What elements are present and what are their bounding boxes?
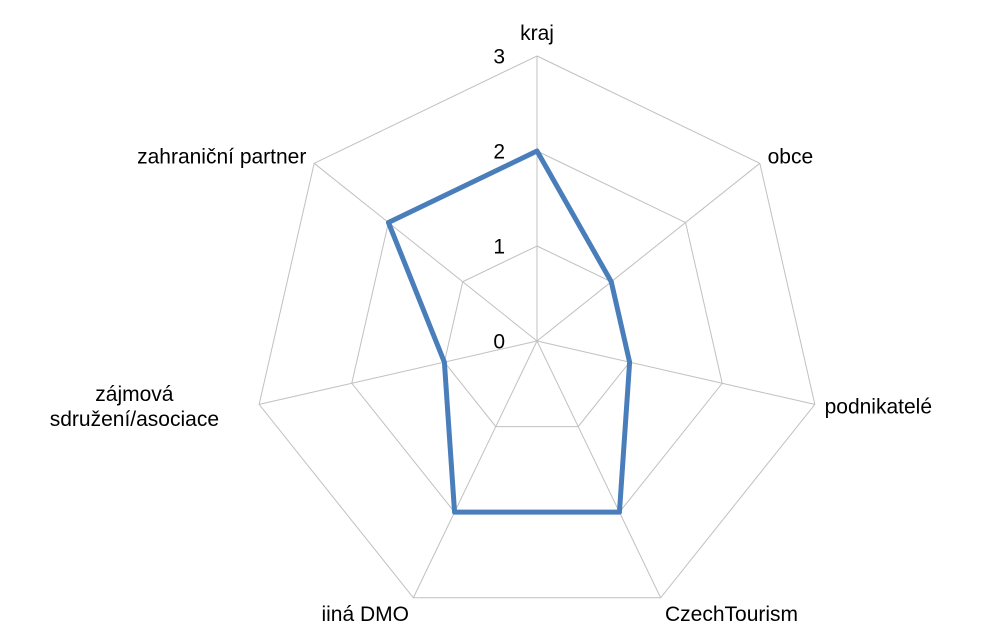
category-label: obce — [767, 145, 814, 169]
category-label: kraj — [520, 21, 554, 45]
spoke — [412, 340, 538, 598]
spoke — [313, 162, 538, 342]
series-line — [385, 148, 633, 515]
r-tick-label: 2 — [493, 141, 505, 164]
spoke — [536, 340, 662, 598]
r-tick-label: 1 — [493, 236, 505, 259]
grid-ring — [258, 55, 816, 599]
spoke — [536, 162, 761, 342]
r-tick-label: 0 — [493, 331, 505, 354]
category-label: CzechTourism — [664, 602, 799, 621]
category-label: jiná DMO — [321, 602, 409, 621]
spoke — [536, 340, 815, 405]
category-label: podnikatelé — [824, 395, 933, 419]
spoke — [259, 340, 538, 405]
category-label: zahraniční partner — [137, 145, 307, 169]
category-label: zájmová sdružení/asociace — [49, 382, 220, 431]
r-tick-label: 3 — [493, 46, 505, 69]
